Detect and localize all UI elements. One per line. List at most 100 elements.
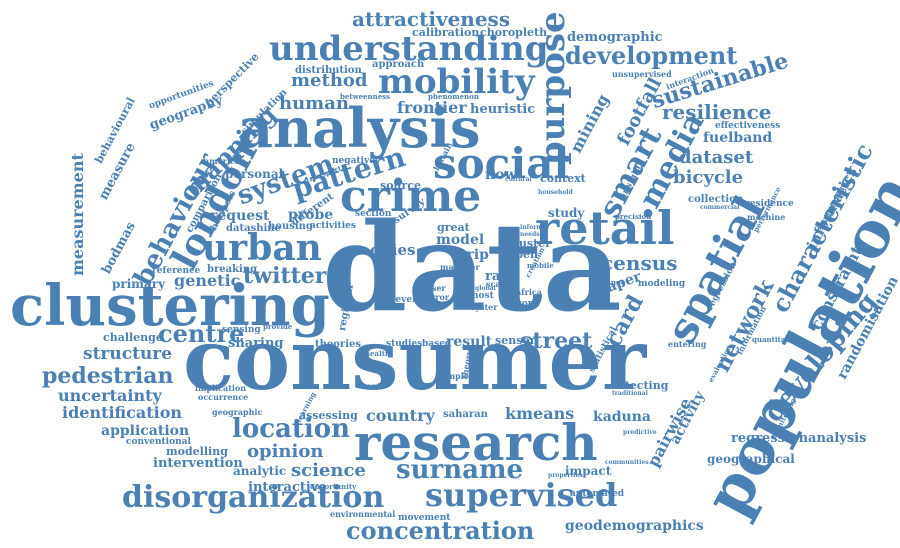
word-social: social bbox=[433, 139, 570, 188]
word-most: most bbox=[469, 291, 494, 301]
word-country: country bbox=[366, 406, 435, 425]
word-traditional: traditional bbox=[612, 390, 648, 397]
word-open: open bbox=[508, 248, 539, 261]
word-entering: entering bbox=[668, 339, 707, 349]
word-reference: reference bbox=[152, 266, 201, 276]
word-probe: probe bbox=[288, 207, 334, 223]
word-study: study bbox=[548, 206, 585, 220]
word-theories: theories bbox=[315, 339, 361, 350]
word-rate: rate bbox=[485, 269, 515, 284]
word-scale: scale bbox=[486, 279, 509, 289]
word-sample: sample bbox=[437, 371, 469, 381]
word-section: section bbox=[355, 209, 392, 219]
word-dataset: dataset bbox=[679, 147, 754, 168]
word-location: location bbox=[232, 414, 351, 444]
word-conventional: conventional bbox=[126, 437, 191, 447]
word-phenomenon: phenomenon bbox=[428, 92, 479, 101]
word-demographic: demographic bbox=[567, 30, 663, 45]
word-global: global bbox=[475, 285, 496, 292]
word-heuristic: heuristic bbox=[470, 102, 536, 117]
word-user: user bbox=[426, 283, 446, 293]
word-analytic: analytic bbox=[233, 464, 287, 478]
word-concentration: concentration bbox=[346, 516, 535, 545]
word-betweenness: betweenness bbox=[340, 92, 391, 101]
word-frontier: frontier bbox=[397, 98, 467, 117]
word-personal: personal bbox=[225, 167, 284, 181]
word-health: health bbox=[365, 349, 391, 358]
word-human: human bbox=[279, 93, 349, 114]
word-street: street bbox=[520, 328, 593, 354]
word-detecting: detecting bbox=[610, 379, 669, 392]
word-predictive: predictive bbox=[623, 429, 657, 436]
word-twitter: twitter bbox=[243, 263, 327, 289]
word-activities: activities bbox=[310, 221, 356, 231]
word-cultural: cultural bbox=[505, 176, 532, 183]
word-request: request bbox=[210, 208, 270, 224]
word-structure: structure bbox=[83, 344, 173, 364]
word-geodemographics: geodemographics bbox=[565, 518, 704, 534]
word-crime: crime bbox=[340, 171, 482, 222]
word-machine: machine bbox=[747, 212, 786, 222]
word-primary: primary bbox=[112, 277, 166, 291]
word-modeling: modeling bbox=[638, 279, 686, 289]
word-understanding: understanding bbox=[269, 29, 549, 69]
word-manager: manager bbox=[440, 262, 480, 272]
word-automated: automated bbox=[570, 489, 625, 499]
word-source: source bbox=[380, 179, 422, 192]
word-studies: studies bbox=[386, 339, 423, 349]
word-examine: examine bbox=[360, 383, 389, 390]
word-mobility: mobility bbox=[378, 62, 535, 102]
word-impact: impact bbox=[565, 464, 612, 478]
word-properties: properties bbox=[548, 472, 583, 479]
word-resilience: resilience bbox=[662, 100, 772, 124]
word-precision: precision bbox=[615, 212, 652, 221]
word-collection: collection bbox=[688, 194, 744, 205]
word-oyster: oyster bbox=[470, 302, 498, 312]
word-geographic: geographic bbox=[212, 407, 263, 417]
word-change: change bbox=[597, 278, 626, 287]
word-work: work bbox=[514, 299, 539, 309]
word-interactive: interactive bbox=[248, 480, 327, 495]
word-data: data bbox=[322, 195, 622, 339]
word-fuelband: fuelband bbox=[703, 130, 773, 146]
word-research: research bbox=[354, 413, 598, 472]
word-error: error bbox=[426, 292, 450, 302]
word-provide: provide bbox=[263, 322, 293, 331]
word-analysis: analysis bbox=[238, 96, 481, 160]
word-measurement: measurement bbox=[68, 153, 87, 276]
word-mobile: mobile bbox=[527, 261, 554, 270]
word-opportunity: opportunity bbox=[310, 482, 357, 491]
word-occurrence: occurrence bbox=[198, 392, 249, 402]
word-household: household bbox=[538, 189, 573, 196]
word-retail: retail bbox=[535, 201, 675, 255]
word-needs: needs bbox=[520, 231, 540, 238]
word-context: context bbox=[540, 172, 586, 185]
word-modelling: modelling bbox=[166, 445, 228, 458]
word-kaduna: kaduna bbox=[593, 409, 651, 425]
word-surname: surname bbox=[396, 455, 524, 485]
word-sensor: sensor bbox=[495, 334, 536, 347]
word-sharing: sharing bbox=[228, 336, 284, 351]
word-clustering: clustering bbox=[10, 273, 330, 339]
word-datashine: datashine bbox=[226, 223, 281, 234]
word-level: level bbox=[392, 295, 416, 305]
word-implication: implication bbox=[195, 383, 247, 393]
word-geographical: geographical bbox=[707, 452, 795, 466]
word-communities: communities bbox=[605, 459, 649, 466]
word-movement: movement bbox=[398, 513, 451, 523]
word-bicycle: bicycle bbox=[673, 167, 744, 188]
word-regressionanalysis: regressionanalysis bbox=[731, 431, 867, 446]
word-environmental: environmental bbox=[330, 509, 396, 519]
word-disorganization: disorganization bbox=[122, 480, 385, 515]
word-cities: cities bbox=[370, 241, 416, 259]
word-development: development bbox=[565, 41, 738, 70]
word-negative: negative bbox=[332, 156, 375, 166]
word-residence: residence bbox=[745, 199, 794, 209]
word-housing: housing bbox=[268, 221, 313, 232]
word-challenge: challenge bbox=[103, 331, 163, 344]
word-effectiveness: effectiveness bbox=[715, 121, 781, 131]
word-pedestrian: pedestrian bbox=[42, 363, 174, 389]
word-kmeans: kmeans bbox=[505, 404, 575, 423]
word-method: method bbox=[291, 70, 368, 91]
